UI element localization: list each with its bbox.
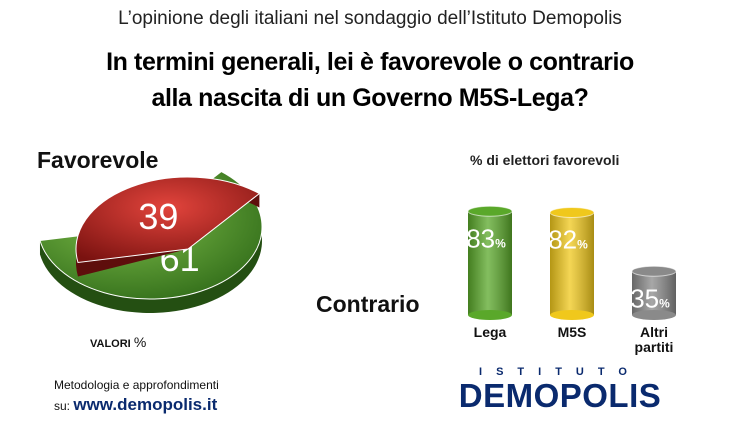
- bar-shade-2: [632, 271, 676, 315]
- logo-top-text: ISTITUTO: [479, 366, 641, 378]
- header-subtitle: L’opinione degli italiani nel sondaggio …: [118, 8, 622, 29]
- logo-main-text: DEMOPOLIS: [458, 377, 662, 414]
- values-note-label: VALORI: [90, 338, 131, 350]
- pie-slice-contrario: [75, 176, 261, 264]
- bar-category-label: Altri: [640, 324, 668, 340]
- website-line: su: www.demopolis.it: [54, 395, 217, 415]
- pie-value-contrario: 39: [138, 196, 178, 237]
- bar-top-1: [549, 207, 595, 218]
- bar-top-0: [467, 205, 513, 217]
- bar-top-2: [631, 265, 677, 277]
- bar-base-0: [468, 310, 512, 320]
- bar-category-label: M5S: [558, 324, 587, 340]
- bar-category-label: Lega: [474, 324, 507, 340]
- website-link[interactable]: www.demopolis.it: [73, 395, 218, 414]
- bar-category-label: partiti: [635, 339, 674, 355]
- question-line-1: In termini generali, lei è favorevole o …: [106, 48, 634, 76]
- website-prefix: su:: [54, 399, 71, 413]
- methodology-text: Metodologia e approfondimenti: [54, 378, 219, 392]
- bar-base-1: [550, 310, 594, 320]
- pie-label-contrario: Contrario: [316, 291, 420, 317]
- values-note-unit: %: [133, 334, 147, 350]
- bar-shade-0: [468, 211, 512, 315]
- bar-chart-title: % di elettori favorevoli: [470, 152, 620, 168]
- demopolis-logo: ISTITUTO DEMOPOLIS: [440, 366, 700, 414]
- values-note: VALORI %: [90, 334, 146, 350]
- pie-label-favorevole: Favorevole: [37, 147, 159, 173]
- question-line-2: alla nascita di un Governo M5S-Lega?: [151, 84, 589, 112]
- bar-base-2: [632, 310, 676, 320]
- bar-shade-1: [550, 212, 594, 315]
